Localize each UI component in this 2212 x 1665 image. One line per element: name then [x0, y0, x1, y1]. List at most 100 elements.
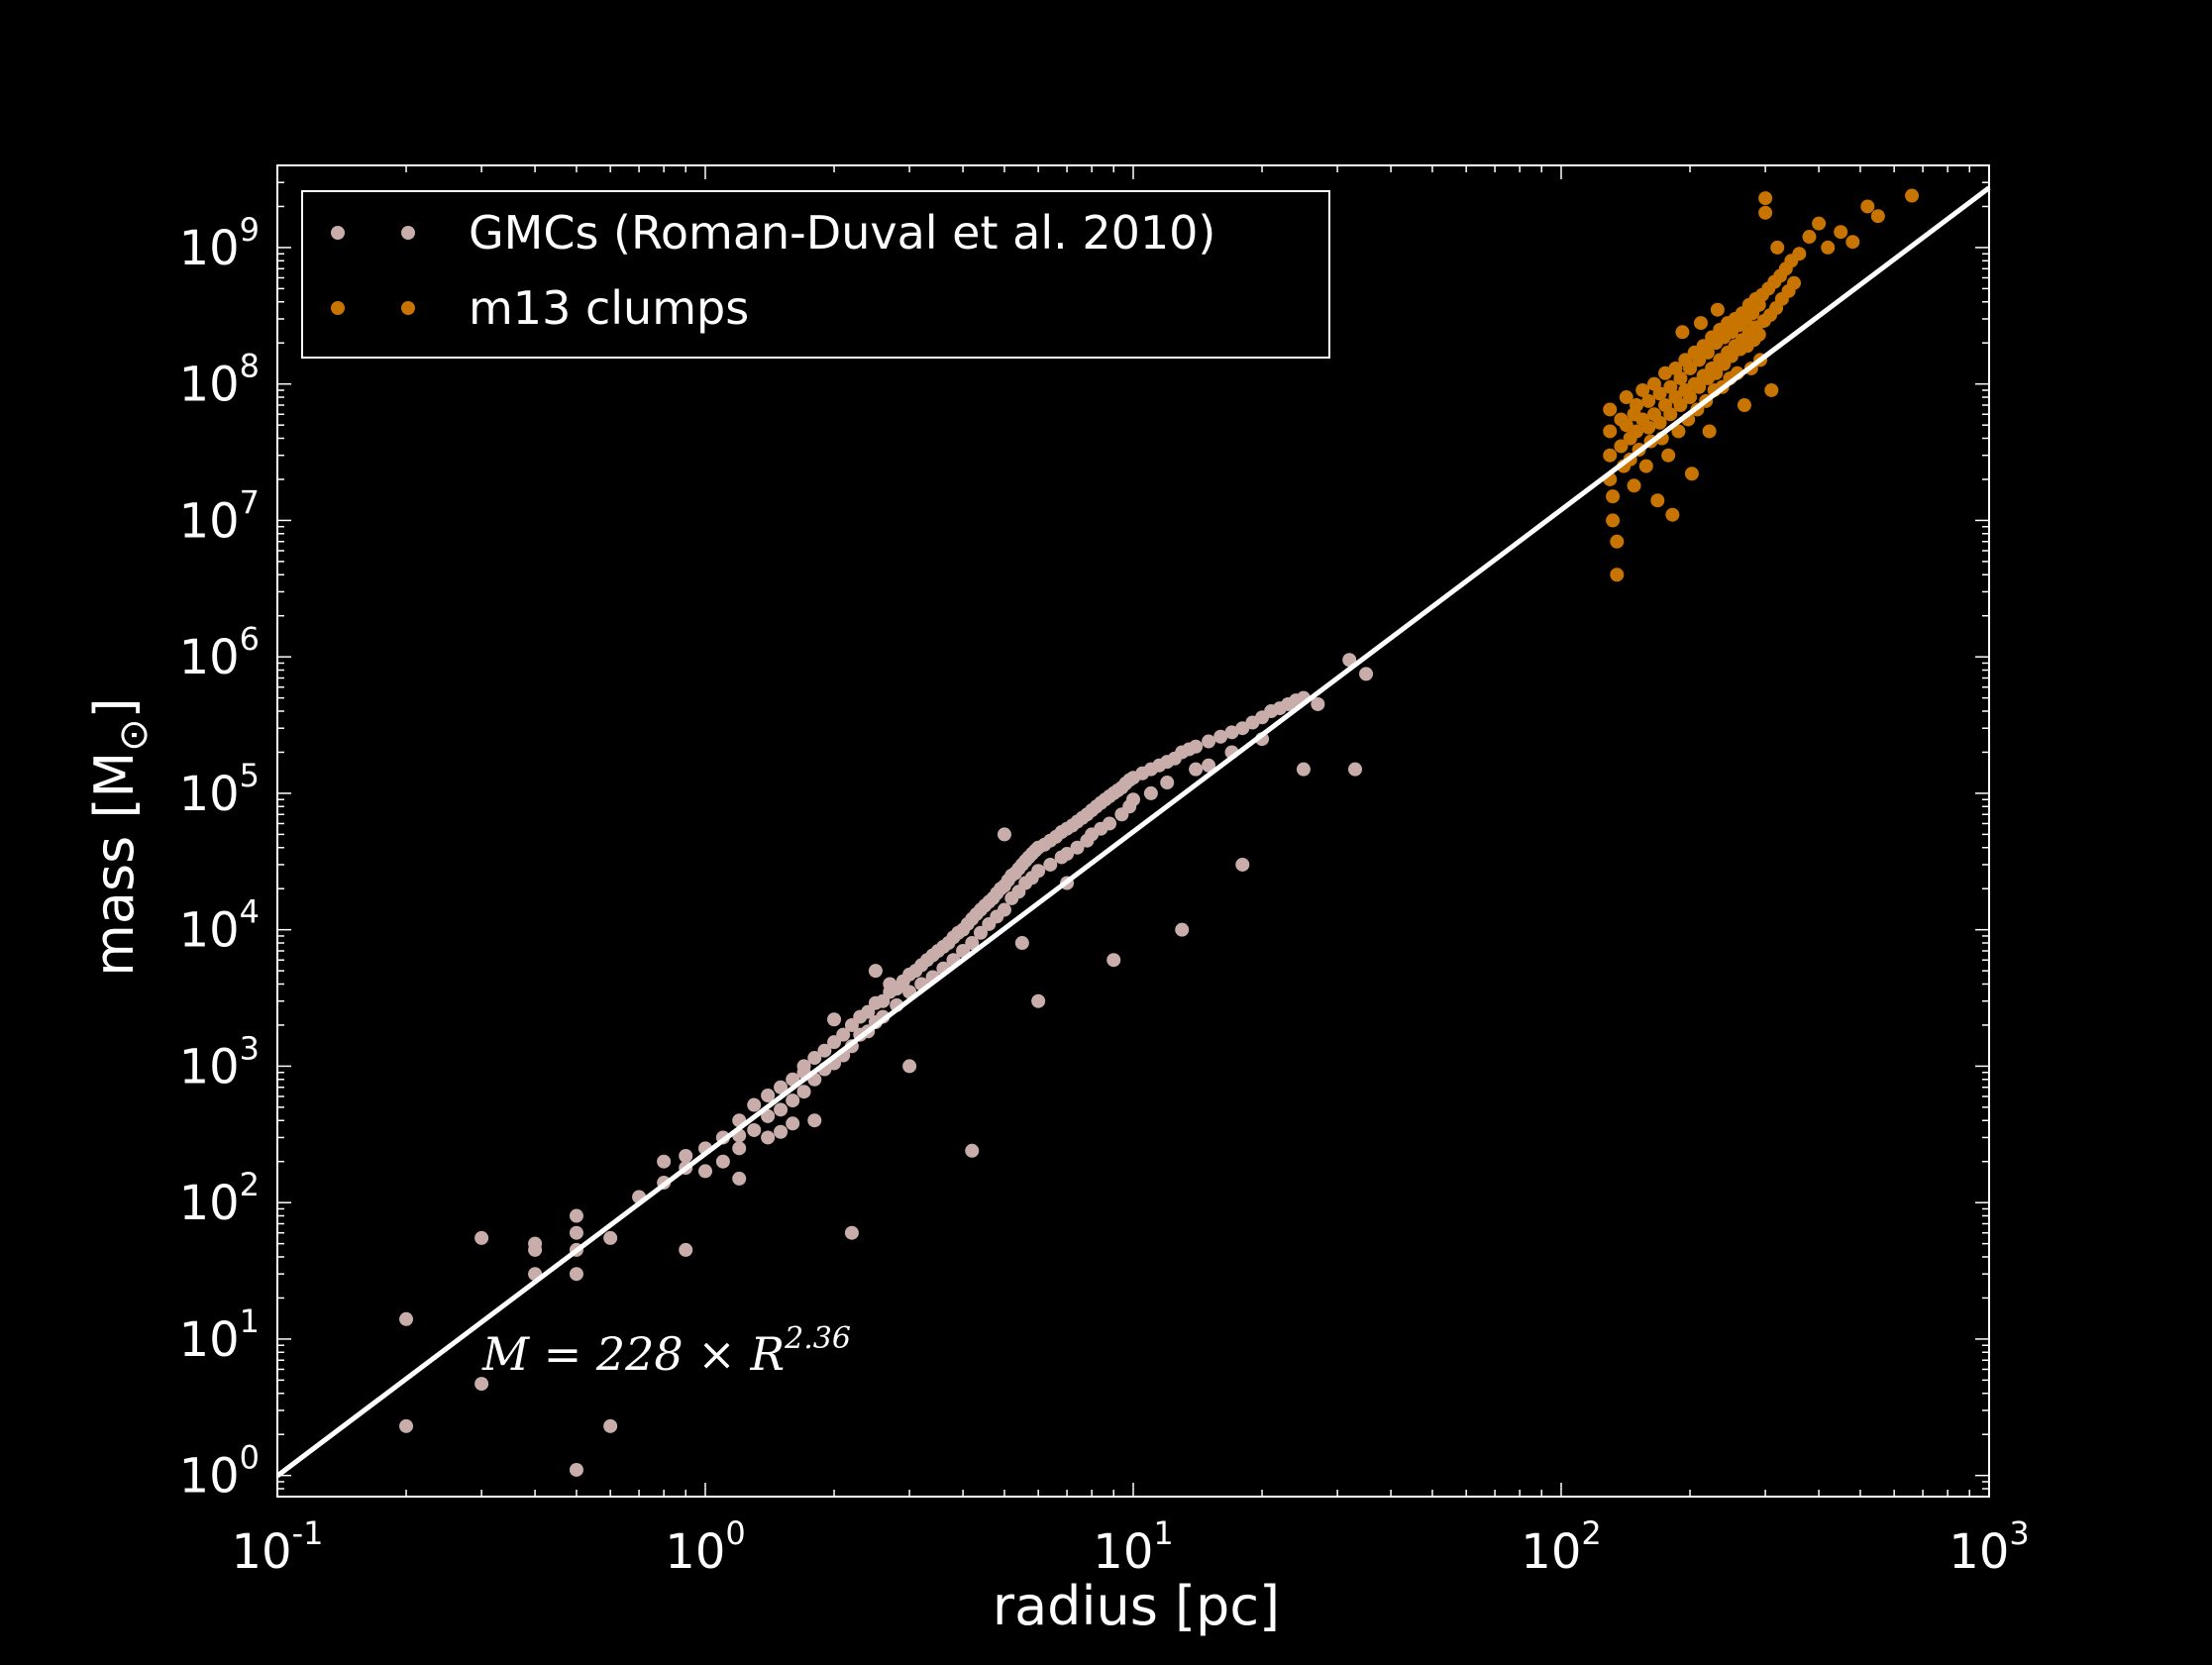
clump-point [1764, 382, 1779, 397]
clump-point [1652, 386, 1667, 401]
y-tick-exponent: 0 [240, 1439, 260, 1477]
gmc-point [1160, 776, 1175, 790]
clump-point [1702, 424, 1717, 439]
clump-point [1834, 225, 1848, 240]
clump-point [1693, 316, 1708, 331]
gmc-point [732, 1171, 747, 1186]
x-tick-label: 103 [1949, 1514, 2029, 1580]
clump-point [1758, 205, 1773, 220]
y-tick-exponent: 7 [240, 483, 260, 521]
gmc-point [1213, 729, 1228, 744]
clump-point [1665, 507, 1680, 522]
clump-point [1606, 513, 1621, 528]
clump-point [1661, 448, 1676, 463]
x-tick-base: 10 [1949, 1524, 2009, 1580]
y-tick-label: 101 [179, 1302, 260, 1368]
y-tick-label: 100 [179, 1439, 260, 1505]
y-axis-title-solar-symbol: ⊙ [111, 718, 157, 752]
gmc-point [747, 1122, 762, 1137]
gmc-point [1126, 792, 1140, 807]
clump-point [1770, 240, 1785, 255]
gmc-point [1311, 696, 1325, 711]
x-tick-label: 102 [1521, 1514, 1601, 1580]
x-tick-base: 10 [1521, 1524, 1581, 1580]
x-tick-label: 100 [665, 1514, 745, 1580]
gmc-point [399, 1418, 414, 1433]
clump-point [1710, 302, 1725, 317]
clump-point [1671, 424, 1686, 439]
gmc-point [679, 1242, 693, 1257]
gmc-point [1060, 847, 1075, 862]
fit-annotation-text: M = 228 × R [481, 1327, 785, 1381]
gmc-point [657, 1154, 672, 1169]
gmc-point [761, 1130, 776, 1145]
clump-point [1758, 191, 1773, 206]
gmc-point [1189, 762, 1204, 777]
gmc-point [807, 1051, 822, 1066]
clump-point [1821, 240, 1836, 255]
gmc-point [761, 1108, 776, 1123]
clump-point [1603, 424, 1618, 439]
gmc-point [1031, 993, 1046, 1008]
gmc-point [1359, 667, 1374, 681]
clump-point [1630, 398, 1644, 413]
series-gmcs [399, 653, 1374, 1477]
y-tick-base: 10 [179, 767, 240, 822]
gmc-point [1202, 758, 1216, 773]
gmc-point [965, 1143, 980, 1158]
gmc-point [761, 1088, 776, 1102]
legend: GMCs (Roman-Duval et al. 2010) m13 clump… [301, 190, 1330, 359]
y-tick-label: 106 [179, 620, 260, 685]
clump-point [1700, 345, 1715, 360]
gmc-point [997, 902, 1011, 917]
gmc-point [836, 1027, 851, 1042]
clump-point [1630, 424, 1644, 439]
x-tick-label: 10-1 [232, 1514, 324, 1580]
x-tick-exponent: 0 [725, 1514, 745, 1552]
clump-point [1652, 415, 1667, 430]
gmc-point [1342, 653, 1357, 668]
gmc-point [1106, 953, 1121, 968]
gmc-point [973, 925, 988, 940]
x-axis-title: radius [pc] [993, 1575, 1280, 1637]
x-tick-base: 10 [1093, 1524, 1153, 1580]
gmc-point [1175, 922, 1190, 937]
clump-point [1603, 402, 1618, 417]
gmc-point [774, 1080, 789, 1094]
gmc-point [1224, 725, 1239, 740]
clump-point [1619, 390, 1633, 405]
y-tick-exponent: 6 [240, 620, 260, 658]
gmc-point [698, 1164, 712, 1179]
clump-point [1845, 235, 1860, 250]
gmc-point [399, 1311, 414, 1326]
gmc-point [569, 1208, 583, 1223]
gmc-point [474, 1230, 489, 1245]
clump-point [1751, 327, 1766, 342]
gmc-point [569, 1462, 583, 1477]
y-tick-base: 10 [179, 630, 240, 685]
gmc-point [603, 1230, 618, 1245]
clump-point [1737, 398, 1751, 413]
y-tick-base: 10 [179, 903, 240, 959]
x-tick-base: 10 [232, 1524, 292, 1580]
gmc-point [1296, 762, 1311, 777]
x-tick-exponent: 3 [2009, 1514, 2029, 1552]
y-tick-label: 105 [179, 757, 260, 822]
plot-frame [276, 164, 1990, 1498]
clump-point [1692, 379, 1707, 394]
y-tick-exponent: 1 [240, 1302, 260, 1340]
clump-point [1650, 493, 1665, 508]
y-tick-exponent: 4 [240, 893, 260, 931]
clump-point [1614, 439, 1629, 454]
legend-marker-gmcs [401, 226, 415, 240]
gmc-point [817, 1043, 832, 1058]
gmc-point [747, 1097, 762, 1112]
x-tick-labels: 10-1 100 101 102 103 [232, 1514, 2030, 1580]
y-tick-exponent: 9 [240, 211, 260, 249]
clump-point [1860, 199, 1875, 214]
clump-point [1641, 393, 1656, 408]
clump-point [1675, 325, 1690, 340]
y-axis-title-end: ] [83, 697, 146, 718]
gmc-point [1103, 816, 1117, 831]
